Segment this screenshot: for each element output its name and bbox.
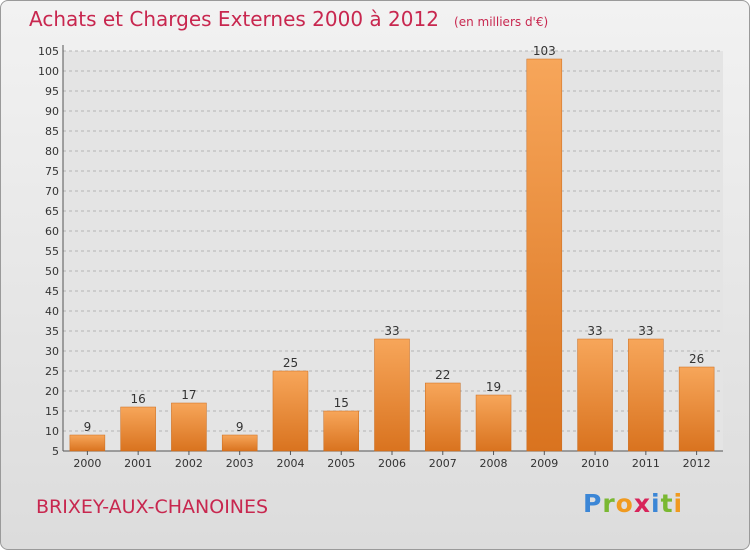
x-tick-label: 2010 xyxy=(581,457,609,470)
logo-letter: o xyxy=(615,489,634,518)
logo-letter: i xyxy=(673,489,684,518)
bar xyxy=(526,58,563,452)
y-tick-label: 20 xyxy=(45,385,59,398)
x-tick-label: 2003 xyxy=(226,457,254,470)
bar-value-label: 26 xyxy=(689,352,704,366)
y-tick-label: 95 xyxy=(45,85,59,98)
x-tick-label: 2001 xyxy=(124,457,152,470)
bar-value-label: 9 xyxy=(84,420,92,434)
bar-value-label: 103 xyxy=(533,44,556,58)
chart-title-text: Achats et Charges Externes 2000 à 2012 xyxy=(29,7,439,31)
bar xyxy=(628,338,664,452)
bar-value-label: 33 xyxy=(384,324,399,338)
y-tick-label: 40 xyxy=(45,305,59,318)
x-tick-label: 2006 xyxy=(378,457,406,470)
proxiti-logo: Proxiti xyxy=(583,489,683,518)
y-tick-label: 105 xyxy=(38,45,59,58)
bar xyxy=(425,382,461,452)
bar-value-label: 22 xyxy=(435,368,450,382)
y-tick-label: 5 xyxy=(52,445,59,458)
y-tick-label: 70 xyxy=(45,185,59,198)
x-tick-label: 2011 xyxy=(632,457,660,470)
x-tick-label: 2012 xyxy=(683,457,711,470)
bar-value-label: 19 xyxy=(486,380,501,394)
bar xyxy=(272,370,309,452)
y-tick-label: 45 xyxy=(45,285,59,298)
bar-value-label: 17 xyxy=(181,388,196,402)
logo-letter: x xyxy=(633,489,651,518)
bar xyxy=(69,434,106,452)
bar xyxy=(475,394,512,452)
x-tick-label: 2009 xyxy=(530,457,558,470)
y-tick-label: 15 xyxy=(45,405,59,418)
x-tick-label: 2002 xyxy=(175,457,203,470)
bar xyxy=(374,338,410,452)
logo-letter: i xyxy=(651,489,661,518)
bar xyxy=(171,402,207,452)
bar xyxy=(221,434,258,452)
y-tick-label: 100 xyxy=(38,65,59,78)
bar-value-label: 9 xyxy=(236,420,244,434)
x-tick-label: 2008 xyxy=(480,457,508,470)
bar xyxy=(120,406,156,452)
y-tick-label: 50 xyxy=(45,265,59,278)
bar-value-label: 33 xyxy=(587,324,602,338)
y-tick-label: 10 xyxy=(45,425,59,438)
y-tick-label: 65 xyxy=(45,205,59,218)
y-tick-label: 80 xyxy=(45,145,59,158)
y-tick-label: 35 xyxy=(45,325,59,338)
logo-letter: P xyxy=(583,489,603,518)
y-tick-label: 25 xyxy=(45,365,59,378)
bar-value-label: 16 xyxy=(131,392,146,406)
x-tick-label: 2005 xyxy=(327,457,355,470)
chart-title: Achats et Charges Externes 2000 à 2012 (… xyxy=(29,7,548,31)
y-tick-label: 30 xyxy=(45,345,59,358)
x-tick-label: 2000 xyxy=(73,457,101,470)
y-tick-label: 85 xyxy=(45,125,59,138)
logo-letter: t xyxy=(660,489,674,518)
bar-value-label: 25 xyxy=(283,356,298,370)
logo-letter: r xyxy=(602,489,616,518)
bar xyxy=(577,338,613,452)
bar-value-label: 15 xyxy=(334,396,349,410)
commune-name: BRIXEY-AUX-CHANOINES xyxy=(36,496,269,518)
x-tick-label: 2007 xyxy=(429,457,457,470)
bar xyxy=(323,410,359,452)
y-tick-label: 75 xyxy=(45,165,59,178)
chart-unit-label: (en milliers d'€) xyxy=(454,15,549,29)
y-tick-label: 60 xyxy=(45,225,59,238)
bar xyxy=(678,366,715,452)
bar-value-label: 33 xyxy=(638,324,653,338)
x-tick-label: 2004 xyxy=(276,457,304,470)
y-tick-label: 90 xyxy=(45,105,59,118)
y-tick-label: 55 xyxy=(45,245,59,258)
